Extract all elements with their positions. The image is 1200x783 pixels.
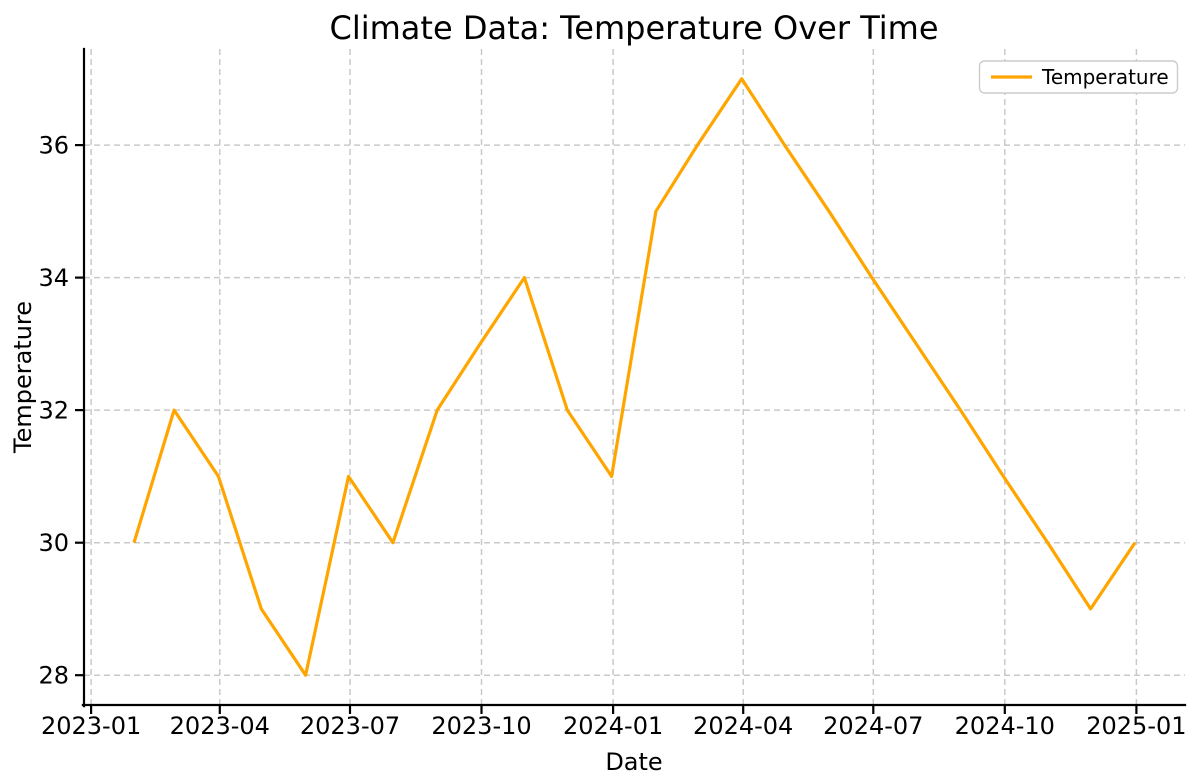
axes-spines [81,47,1187,708]
x-axis-label: Date [605,748,662,776]
y-axis-label: Temperature [9,301,37,454]
y-tick-label: 30 [38,529,69,557]
grid-layer [84,49,1185,705]
x-tick-label: 2024-10 [955,712,1055,740]
temperature-series-line [132,77,1137,677]
legend-label: Temperature [1041,65,1169,89]
y-tick-label: 36 [38,132,69,160]
x-tick-label: 2024-01 [563,712,663,740]
x-tick-label: 2023-10 [431,712,531,740]
x-tick-label: 2024-07 [823,712,923,740]
x-tick-label: 2023-04 [170,712,270,740]
tick-layer: 2023-01 2023-04 2023-07 2023-10 2024-01 2024-… [38,132,1186,740]
x-tick-label: 2023-01 [41,712,141,740]
x-tick-label: 2023-07 [300,712,400,740]
legend-box [978,60,1179,94]
y-tick-label: 28 [38,662,69,690]
chart-title: Climate Data: Temperature Over Time [330,9,939,47]
x-tick-label: 2025-01 [1086,712,1186,740]
x-tick-label: 2024-04 [693,712,793,740]
y-tick-label: 32 [38,397,69,425]
y-tick-label: 34 [38,264,69,292]
legend: Temperature [978,60,1179,94]
